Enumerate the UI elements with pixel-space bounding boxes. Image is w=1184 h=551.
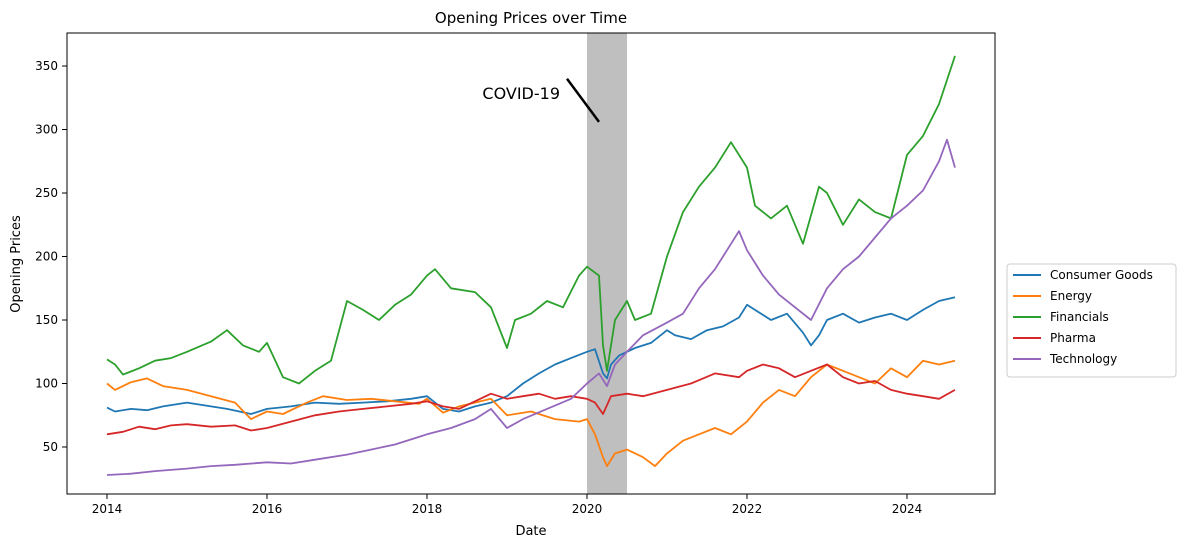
legend-label: Pharma	[1050, 331, 1096, 345]
y-tick-label: 200	[35, 250, 58, 264]
y-tick-label: 150	[35, 313, 58, 327]
annotation-arrow	[565, 77, 601, 123]
x-tick-label: 2018	[412, 502, 443, 516]
x-tick-label: 2020	[572, 502, 603, 516]
x-tick-label: 2024	[892, 502, 923, 516]
y-tick-label: 100	[35, 377, 58, 391]
x-tick-label: 2016	[252, 502, 283, 516]
series-line-pharma	[106, 363, 956, 436]
series-line-energy	[106, 359, 956, 467]
legend-label: Financials	[1050, 310, 1109, 324]
x-tick-label: 2014	[92, 502, 123, 516]
y-tick-label: 300	[35, 123, 58, 137]
y-tick-label: 50	[43, 440, 58, 454]
legend-label: Consumer Goods	[1050, 268, 1153, 282]
chart-title: Opening Prices over Time	[435, 9, 627, 27]
series-line-technology	[106, 138, 956, 476]
x-axis-label: Date	[515, 524, 546, 539]
plot-area: COVID-19 2014 2016 2018 2020 2022 2024 50 100 150…	[35, 32, 996, 516]
legend: Consumer Goods Energy Financials Pharma Tech…	[1006, 263, 1177, 378]
legend-label: Technology	[1049, 352, 1117, 366]
plot-frame	[66, 32, 996, 495]
annotation-label: COVID-19	[482, 84, 560, 103]
legend-label: Energy	[1050, 289, 1092, 303]
covid-shaded-region	[587, 33, 627, 494]
y-tick-label: 350	[35, 59, 58, 73]
y-axis-label: Opening Prices	[9, 215, 24, 313]
series-line-financials	[106, 55, 956, 385]
series-line-consumer-goods	[106, 296, 956, 415]
legend-box	[1006, 263, 1177, 378]
y-tick-label: 250	[35, 186, 58, 200]
x-tick-label: 2022	[732, 502, 763, 516]
